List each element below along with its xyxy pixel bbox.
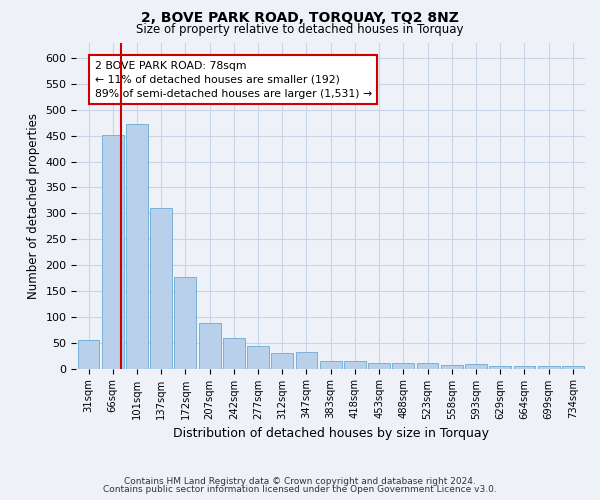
Bar bbox=[247, 346, 269, 368]
Bar bbox=[77, 340, 100, 368]
Bar bbox=[199, 323, 221, 368]
Bar bbox=[538, 366, 560, 368]
Y-axis label: Number of detached properties: Number of detached properties bbox=[27, 112, 40, 298]
Bar bbox=[175, 277, 196, 368]
Bar bbox=[223, 338, 245, 368]
Text: Size of property relative to detached houses in Torquay: Size of property relative to detached ho… bbox=[136, 22, 464, 36]
Bar bbox=[416, 364, 439, 368]
Bar bbox=[490, 366, 511, 368]
Bar bbox=[271, 353, 293, 368]
Bar bbox=[150, 208, 172, 368]
Bar bbox=[368, 364, 390, 368]
Text: 2 BOVE PARK ROAD: 78sqm
← 11% of detached houses are smaller (192)
89% of semi-d: 2 BOVE PARK ROAD: 78sqm ← 11% of detache… bbox=[95, 60, 371, 98]
Text: 2, BOVE PARK ROAD, TORQUAY, TQ2 8NZ: 2, BOVE PARK ROAD, TORQUAY, TQ2 8NZ bbox=[141, 11, 459, 25]
Bar bbox=[562, 366, 584, 368]
Bar bbox=[296, 352, 317, 368]
Bar bbox=[102, 134, 124, 368]
X-axis label: Distribution of detached houses by size in Torquay: Distribution of detached houses by size … bbox=[173, 427, 489, 440]
Bar bbox=[441, 366, 463, 368]
Bar bbox=[465, 364, 487, 368]
Bar bbox=[126, 124, 148, 368]
Text: Contains HM Land Registry data © Crown copyright and database right 2024.: Contains HM Land Registry data © Crown c… bbox=[124, 477, 476, 486]
Bar bbox=[514, 366, 535, 368]
Text: Contains public sector information licensed under the Open Government Licence v3: Contains public sector information licen… bbox=[103, 485, 497, 494]
Bar bbox=[392, 364, 414, 368]
Bar bbox=[344, 361, 366, 368]
Bar bbox=[320, 361, 341, 368]
